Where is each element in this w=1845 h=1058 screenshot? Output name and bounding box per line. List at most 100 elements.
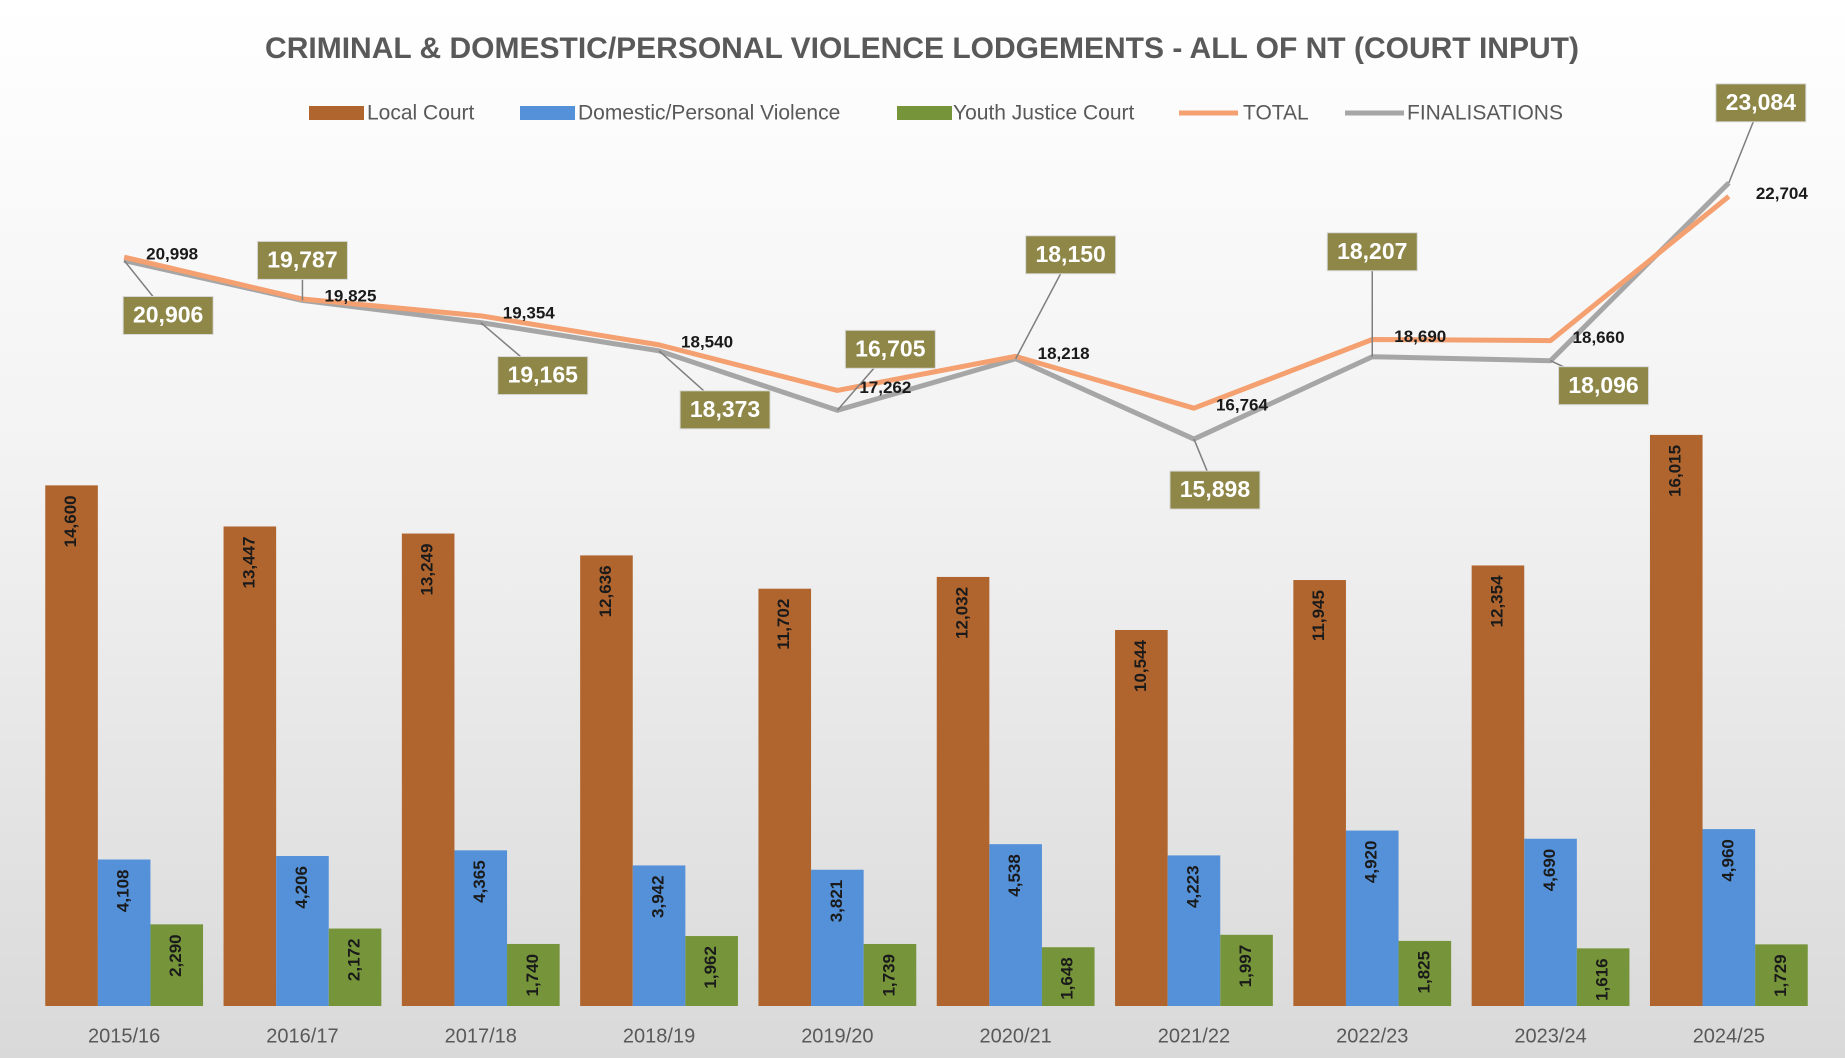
data-label: 1,648 bbox=[1058, 957, 1077, 1000]
data-label: 13,249 bbox=[418, 544, 437, 596]
label-box bbox=[1326, 232, 1418, 272]
data-label: 19,787 bbox=[267, 246, 337, 272]
label-box bbox=[1025, 235, 1117, 275]
data-label: 4,365 bbox=[470, 860, 489, 903]
bar bbox=[1167, 855, 1221, 1006]
bar bbox=[1576, 948, 1630, 1006]
bar bbox=[1649, 434, 1703, 1006]
bar bbox=[989, 844, 1042, 1006]
bar bbox=[150, 924, 204, 1006]
data-label: 19,354 bbox=[503, 303, 556, 322]
bar bbox=[1702, 829, 1756, 1006]
data-label: 20,998 bbox=[146, 245, 198, 264]
data-label: 4,108 bbox=[114, 870, 133, 913]
legend-swatch bbox=[520, 106, 575, 120]
bar bbox=[863, 943, 917, 1006]
data-label: 12,032 bbox=[953, 587, 972, 639]
bar bbox=[632, 865, 686, 1006]
data-label: 22,704 bbox=[1756, 184, 1809, 203]
data-label: 17,262 bbox=[859, 378, 911, 397]
legend-swatch bbox=[897, 106, 952, 120]
data-label: 4,223 bbox=[1183, 865, 1202, 908]
label-box bbox=[1715, 83, 1807, 123]
bar bbox=[97, 859, 151, 1006]
data-label: 18,660 bbox=[1573, 328, 1625, 347]
x-tick-label: 2020/21 bbox=[980, 1025, 1052, 1047]
data-label: 4,920 bbox=[1362, 841, 1381, 884]
data-label: 10,544 bbox=[1131, 639, 1150, 692]
bar bbox=[454, 850, 508, 1006]
label-box bbox=[122, 295, 214, 335]
bar bbox=[758, 588, 812, 1006]
legend-label: Youth Justice Court bbox=[953, 102, 1134, 125]
data-label: 15,898 bbox=[1180, 476, 1251, 502]
bar bbox=[1115, 630, 1168, 1006]
data-label: 18,373 bbox=[690, 396, 760, 422]
data-label: 12,636 bbox=[596, 565, 615, 617]
legend-label: Local Court bbox=[367, 102, 475, 125]
data-label: 18,690 bbox=[1394, 327, 1446, 346]
data-label: 13,447 bbox=[239, 536, 258, 588]
bar bbox=[328, 928, 382, 1006]
legend-label: FINALISATIONS bbox=[1407, 102, 1563, 125]
x-tick-label: 2023/24 bbox=[1514, 1025, 1586, 1047]
label-box bbox=[1169, 470, 1261, 510]
data-label: 12,354 bbox=[1487, 575, 1506, 628]
data-label: 16,764 bbox=[1216, 396, 1269, 415]
x-tick-label: 2015/16 bbox=[88, 1025, 160, 1047]
bar bbox=[936, 576, 990, 1006]
data-label: 2,172 bbox=[345, 939, 364, 982]
label-box bbox=[679, 390, 771, 430]
x-tick-label: 2021/22 bbox=[1158, 1025, 1230, 1047]
bar bbox=[1345, 830, 1399, 1006]
data-label: 16,705 bbox=[855, 335, 926, 361]
legend-label: TOTAL bbox=[1243, 102, 1309, 125]
data-label: 18,207 bbox=[1337, 238, 1407, 264]
data-label: 1,997 bbox=[1236, 945, 1255, 988]
data-label: 2,290 bbox=[166, 934, 185, 977]
label-box bbox=[1558, 366, 1650, 406]
x-tick-label: 2019/20 bbox=[801, 1025, 873, 1047]
data-label: 1,729 bbox=[1771, 954, 1790, 997]
x-tick-label: 2017/18 bbox=[445, 1025, 517, 1047]
data-label: 1,740 bbox=[523, 954, 542, 997]
data-label: 4,690 bbox=[1540, 849, 1559, 892]
data-label: 4,206 bbox=[292, 866, 311, 909]
legend-label: Domestic/Personal Violence bbox=[578, 102, 840, 125]
chart-title: CRIMINAL & DOMESTIC/PERSONAL VIOLENCE LO… bbox=[265, 32, 1579, 65]
data-label: 18,096 bbox=[1568, 372, 1638, 398]
data-label: 18,150 bbox=[1035, 241, 1105, 267]
x-tick-label: 2022/23 bbox=[1336, 1025, 1408, 1047]
line-series bbox=[123, 181, 1731, 442]
bar bbox=[1041, 947, 1095, 1006]
x-tick-label: 2016/17 bbox=[266, 1025, 338, 1047]
data-label: 14,600 bbox=[61, 495, 80, 547]
data-label: 4,960 bbox=[1718, 839, 1737, 882]
data-label: 1,825 bbox=[1414, 951, 1433, 994]
bar bbox=[580, 555, 633, 1006]
bar bbox=[276, 856, 329, 1006]
data-label: 1,739 bbox=[879, 954, 898, 997]
label-box bbox=[844, 329, 936, 369]
data-label: 11,945 bbox=[1309, 590, 1328, 641]
data-label: 19,165 bbox=[508, 362, 579, 388]
data-label: 23,084 bbox=[1726, 89, 1797, 115]
data-label: 11,702 bbox=[774, 599, 793, 650]
bar bbox=[1220, 934, 1273, 1006]
data-label: 19,825 bbox=[324, 287, 376, 306]
x-tick-label: 2018/19 bbox=[623, 1025, 695, 1047]
data-label: 4,538 bbox=[1005, 854, 1024, 897]
bar bbox=[1471, 565, 1525, 1006]
bar bbox=[401, 533, 455, 1006]
data-label: 1,616 bbox=[1593, 958, 1612, 1001]
data-label: 16,015 bbox=[1666, 445, 1685, 497]
data-label: 3,821 bbox=[827, 880, 846, 923]
legend-swatch bbox=[309, 106, 364, 120]
bar bbox=[223, 526, 277, 1006]
data-label: 18,540 bbox=[681, 332, 733, 351]
line-series bbox=[123, 194, 1731, 411]
label-box bbox=[256, 240, 348, 280]
bar bbox=[1398, 940, 1452, 1006]
bar bbox=[811, 869, 864, 1006]
